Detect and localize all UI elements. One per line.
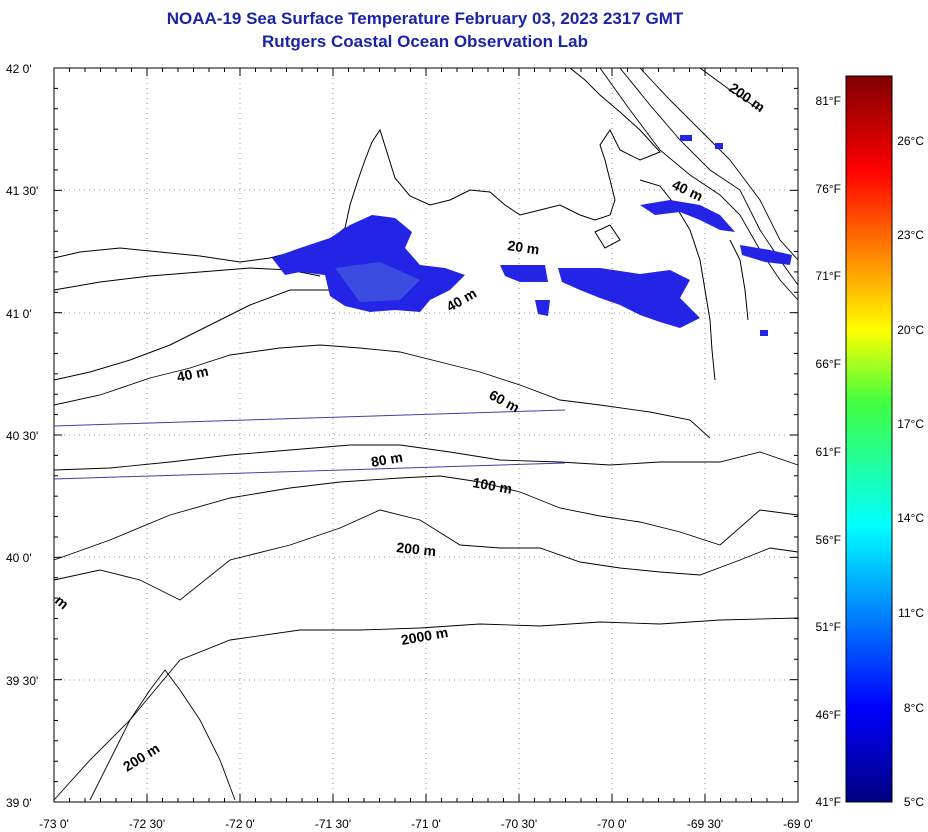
colorbar-f-label: 71°F bbox=[816, 269, 841, 283]
lon-labels: -73 0' -72 30' -72 0' -71 30' -71 0' -70… bbox=[39, 817, 813, 831]
sst-patches bbox=[272, 135, 792, 336]
lon-label: -69 30' bbox=[687, 817, 723, 831]
isobath-label: 40 m bbox=[175, 363, 210, 385]
lon-label: -69 0' bbox=[783, 817, 813, 831]
colorbar-c-label: 20°C bbox=[897, 323, 924, 337]
lat-label: 41 30' bbox=[6, 184, 38, 198]
colorbar-c-label: 26°C bbox=[897, 134, 924, 148]
isobath-label: 200 m bbox=[396, 539, 437, 559]
lon-label: -72 0' bbox=[225, 817, 255, 831]
lon-label: -70 30' bbox=[501, 817, 537, 831]
colorbar-f-label: 56°F bbox=[816, 533, 841, 547]
colorbar-f-label: 61°F bbox=[816, 445, 841, 459]
sst-patch-core bbox=[335, 262, 420, 302]
lat-label: 39 0' bbox=[6, 796, 32, 810]
lat-label: 40 30' bbox=[6, 429, 38, 443]
lon-label: -71 30' bbox=[315, 817, 351, 831]
colorbar-f-label: 66°F bbox=[816, 357, 841, 371]
lat-label: 42 0' bbox=[6, 62, 32, 76]
colorbar-c-label: 14°C bbox=[897, 511, 924, 525]
colorbar-celsius: 26°C 23°C 20°C 17°C 14°C 11°C 8°C 5°C bbox=[897, 134, 924, 809]
lon-label: -71 0' bbox=[411, 817, 441, 831]
lon-label: -70 0' bbox=[597, 817, 627, 831]
colorbar-c-label: 23°C bbox=[897, 228, 924, 242]
colorbar-fahrenheit: 81°F 76°F 71°F 66°F 61°F 56°F 51°F 46°F … bbox=[816, 94, 841, 809]
map-subtitle: Rutgers Coastal Ocean Observation Lab bbox=[262, 32, 588, 51]
colorbar-f-label: 76°F bbox=[816, 182, 841, 196]
lat-label: 39 30' bbox=[6, 674, 38, 688]
isobath-label: 20 m bbox=[507, 237, 541, 257]
axis-ticks bbox=[53, 67, 799, 803]
map-title: NOAA-19 Sea Surface Temperature February… bbox=[166, 9, 684, 28]
lat-label: 40 0' bbox=[6, 551, 32, 565]
colorbar-f-label: 51°F bbox=[816, 620, 841, 634]
colorbar-f-label: 41°F bbox=[816, 795, 841, 809]
isobath-label: 100 m bbox=[471, 474, 513, 497]
colorbar-c-label: 5°C bbox=[904, 795, 924, 809]
lon-label: -72 30' bbox=[129, 817, 165, 831]
colorbar-f-label: 81°F bbox=[816, 94, 841, 108]
lon-label: -73 0' bbox=[39, 817, 69, 831]
isobath-label: 80 m bbox=[370, 449, 404, 470]
colorbar-c-label: 17°C bbox=[897, 417, 924, 431]
colorbar-c-label: 11°C bbox=[898, 606, 924, 620]
colorbar-c-label: 8°C bbox=[904, 701, 924, 715]
colorbar bbox=[845, 75, 893, 803]
lat-label: 41 0' bbox=[6, 307, 32, 321]
lat-labels: 42 0' 41 30' 41 0' 40 30' 40 0' 39 30' 3… bbox=[6, 62, 38, 810]
colorbar-f-label: 46°F bbox=[816, 708, 841, 722]
satellite-track bbox=[53, 409, 566, 480]
